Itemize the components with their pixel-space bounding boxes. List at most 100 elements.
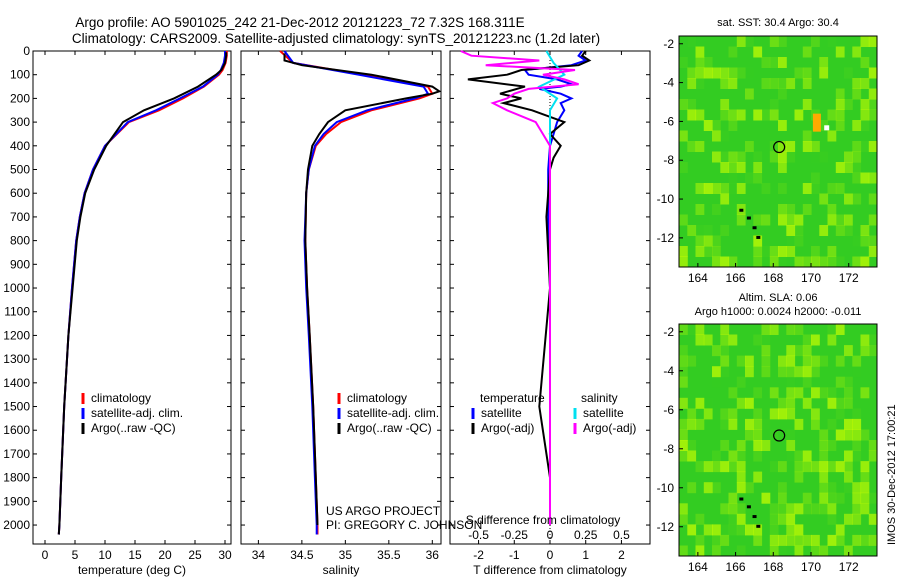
map-cell bbox=[786, 246, 796, 257]
map-cell bbox=[704, 398, 713, 409]
map-cell bbox=[819, 152, 828, 163]
map-cell bbox=[703, 482, 713, 494]
map-cell bbox=[786, 397, 796, 409]
map-cell bbox=[753, 162, 763, 173]
map-cell bbox=[852, 256, 862, 268]
map-cell bbox=[679, 99, 688, 110]
map-cell bbox=[844, 151, 853, 163]
map-cell bbox=[712, 67, 721, 79]
map-cell bbox=[728, 461, 738, 473]
island bbox=[756, 235, 761, 239]
map-cell bbox=[786, 451, 795, 462]
map-cell bbox=[819, 482, 829, 494]
legend-label: Argo(..raw -QC) bbox=[91, 421, 176, 435]
map-cell bbox=[753, 235, 763, 247]
map-cell bbox=[860, 172, 870, 184]
map-cell bbox=[844, 345, 853, 357]
map-cell bbox=[819, 492, 829, 504]
map-cell bbox=[786, 513, 796, 525]
map-cell bbox=[720, 109, 730, 121]
map-cell bbox=[712, 151, 721, 163]
map-cell bbox=[679, 130, 688, 142]
map-cell bbox=[835, 99, 845, 110]
map-cell bbox=[844, 376, 853, 388]
map-cell bbox=[786, 214, 796, 226]
map-cell bbox=[868, 193, 878, 205]
map-cell bbox=[868, 246, 878, 257]
map-cell bbox=[786, 345, 796, 357]
y-tick-label: 500 bbox=[10, 163, 30, 177]
map-cell bbox=[802, 397, 812, 409]
map-cell bbox=[703, 524, 713, 536]
map-cell bbox=[753, 334, 763, 346]
x-tick-label: 166 bbox=[726, 560, 746, 574]
map-cell bbox=[679, 214, 688, 226]
map-cell bbox=[786, 534, 796, 546]
legend-label: climatology bbox=[347, 391, 407, 405]
map-cell bbox=[712, 482, 721, 494]
map-cell bbox=[728, 67, 738, 79]
map-cell bbox=[852, 440, 862, 451]
map-cell bbox=[695, 225, 705, 236]
map-cell bbox=[687, 109, 697, 121]
map-cell bbox=[786, 387, 796, 399]
map-cell bbox=[794, 418, 804, 430]
map-cell bbox=[769, 534, 779, 546]
map-cell bbox=[868, 214, 878, 226]
map-cell bbox=[835, 109, 845, 121]
map-cell bbox=[844, 162, 853, 173]
map-cell bbox=[753, 524, 763, 536]
map-cell bbox=[827, 461, 837, 473]
map-cell bbox=[687, 225, 697, 236]
map-cell bbox=[728, 503, 738, 515]
map-cell bbox=[835, 376, 845, 388]
map-cell bbox=[728, 109, 738, 121]
map-cell bbox=[802, 492, 812, 504]
map-cell bbox=[778, 397, 787, 409]
map-cell bbox=[860, 387, 870, 399]
map-frame bbox=[678, 35, 878, 268]
x-tick-label: 35 bbox=[339, 548, 353, 562]
map-cell bbox=[720, 183, 730, 194]
map-cell bbox=[753, 450, 763, 462]
map-cell bbox=[753, 246, 763, 257]
y-tick-label: -8 bbox=[663, 442, 674, 456]
map-cell bbox=[695, 397, 705, 409]
plot-frame bbox=[240, 50, 442, 545]
map-cell bbox=[728, 256, 738, 268]
title-line-1: Argo profile: AO 5901025_242 21-Dec-2012… bbox=[75, 15, 524, 30]
map-cell bbox=[802, 46, 812, 58]
y-tick-label: 900 bbox=[10, 257, 30, 271]
map-cell bbox=[868, 88, 878, 100]
map-cell bbox=[860, 334, 870, 346]
x-tick-label: 20 bbox=[158, 548, 172, 562]
map-cell bbox=[761, 214, 771, 226]
map-cell bbox=[679, 450, 688, 462]
y-tick-label: 1800 bbox=[3, 471, 30, 485]
map-cell bbox=[786, 324, 796, 335]
map-cell bbox=[860, 492, 870, 504]
map-cell bbox=[844, 397, 853, 409]
map-cell bbox=[745, 366, 754, 378]
map-cell bbox=[819, 471, 829, 483]
map-cell bbox=[844, 225, 853, 236]
map-cell bbox=[769, 151, 779, 163]
map-cell bbox=[794, 545, 804, 557]
map-cell bbox=[712, 235, 721, 247]
map-cell bbox=[695, 418, 705, 430]
map-cell bbox=[852, 141, 862, 152]
map-cell bbox=[695, 513, 705, 525]
map-cell bbox=[835, 225, 845, 236]
map-cell bbox=[794, 214, 804, 226]
map-cell bbox=[819, 545, 829, 557]
map-cell bbox=[778, 492, 787, 504]
map-cell bbox=[720, 534, 730, 546]
map-cell bbox=[786, 429, 796, 441]
map-cell bbox=[802, 334, 812, 346]
map-cell bbox=[679, 57, 688, 68]
map-cell bbox=[695, 183, 705, 194]
map-cell bbox=[852, 236, 861, 247]
map-cell bbox=[852, 408, 862, 420]
x-tick-label-salinity: -0.5 bbox=[468, 528, 489, 542]
map-cell bbox=[720, 131, 729, 142]
